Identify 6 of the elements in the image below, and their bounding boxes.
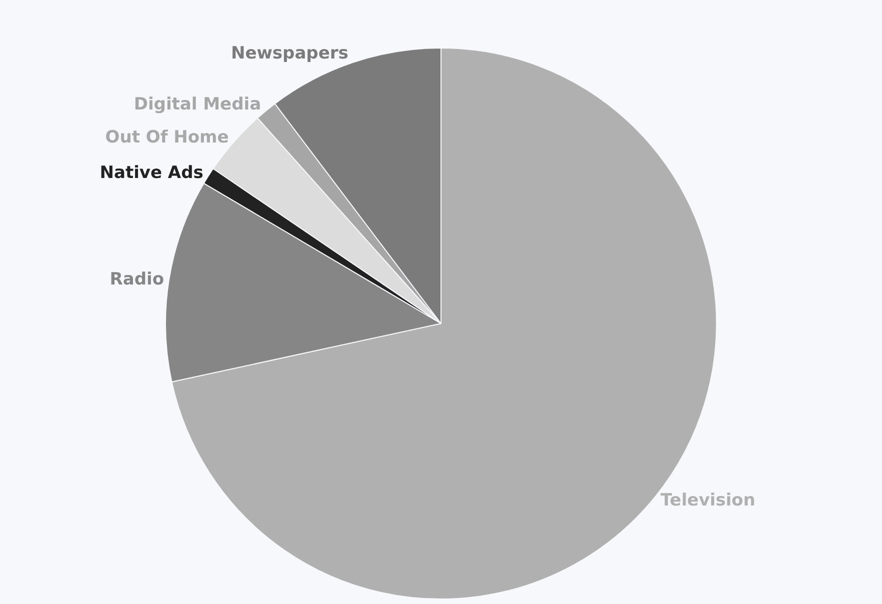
slice-label: Native Ads <box>100 163 204 184</box>
slice-label: Out Of Home <box>105 128 229 148</box>
slice-label: Radio <box>110 269 164 290</box>
slice-label: Newspapers <box>230 43 348 64</box>
slice-label: Television <box>660 490 756 510</box>
slice-label: Digital Media <box>134 94 262 115</box>
